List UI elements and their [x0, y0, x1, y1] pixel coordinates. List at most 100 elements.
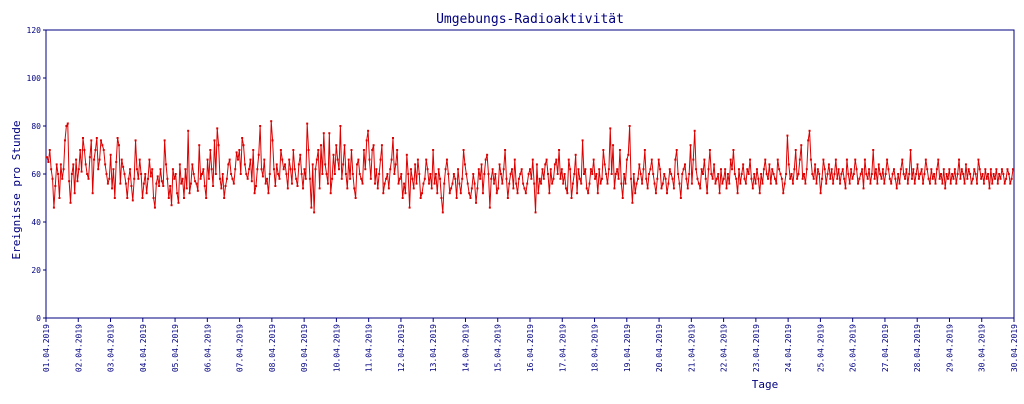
data-point	[97, 168, 100, 171]
data-point	[701, 173, 704, 175]
data-point	[988, 187, 991, 190]
data-point	[62, 168, 65, 171]
data-point	[322, 132, 325, 135]
data-point	[368, 158, 371, 161]
data-point	[425, 158, 428, 161]
data-point	[857, 182, 859, 185]
data-point	[216, 127, 219, 130]
data-point	[444, 168, 447, 171]
data-point	[429, 173, 432, 175]
data-point	[758, 192, 761, 195]
data-point	[991, 182, 994, 185]
data-point	[144, 173, 147, 175]
data-point	[928, 182, 931, 185]
data-point	[209, 149, 212, 151]
data-point	[995, 168, 998, 171]
data-point	[470, 187, 473, 190]
data-point	[749, 158, 752, 161]
data-point	[667, 182, 670, 185]
data-point	[542, 177, 545, 180]
data-point	[469, 197, 472, 199]
data-point	[158, 185, 161, 187]
data-point	[75, 158, 78, 161]
data-point	[376, 187, 379, 190]
y-axis-label: Ereignisse pro Stunde	[10, 120, 23, 259]
data-point	[130, 185, 133, 187]
data-point	[123, 173, 126, 175]
data-point	[829, 177, 832, 180]
data-point	[833, 173, 836, 175]
data-point	[938, 177, 941, 180]
data-point	[589, 168, 592, 171]
data-point	[264, 182, 267, 185]
data-point	[998, 173, 1001, 175]
data-point	[883, 182, 886, 185]
data-point	[671, 177, 674, 180]
data-point	[764, 158, 767, 161]
data-point	[606, 182, 609, 185]
data-point	[185, 187, 188, 190]
data-point	[808, 129, 811, 132]
data-point	[342, 163, 345, 166]
data-point	[657, 158, 660, 161]
data-point	[277, 173, 280, 175]
data-point	[978, 168, 981, 171]
data-point	[426, 168, 429, 171]
data-point	[328, 132, 331, 135]
data-point	[83, 149, 86, 151]
data-point	[628, 125, 631, 127]
data-point	[886, 158, 889, 161]
data-point	[94, 149, 97, 151]
data-point	[537, 192, 540, 195]
data-point	[141, 197, 144, 199]
data-point	[966, 177, 969, 180]
y-tick-label: 120	[27, 26, 42, 35]
data-point	[346, 187, 349, 190]
data-point	[268, 173, 271, 175]
data-point	[508, 182, 511, 185]
data-point	[310, 206, 313, 209]
data-point	[819, 192, 822, 195]
data-point	[176, 192, 179, 195]
data-point	[843, 177, 846, 180]
data-point	[660, 187, 663, 190]
data-point	[142, 182, 145, 185]
data-point	[394, 163, 397, 166]
data-point	[138, 158, 141, 161]
data-point	[832, 182, 835, 185]
data-point	[104, 163, 107, 166]
data-point	[725, 187, 728, 190]
data-point	[253, 192, 256, 195]
data-point	[552, 177, 555, 180]
data-point	[274, 185, 277, 187]
data-point	[689, 144, 692, 147]
data-point	[338, 168, 341, 171]
x-tick-label: 13.04.2019	[429, 324, 438, 372]
data-point	[556, 173, 559, 175]
data-point	[452, 173, 455, 175]
x-tick-label: 18.04.2019	[591, 324, 600, 372]
data-point	[630, 177, 633, 180]
data-point	[809, 158, 812, 161]
data-point	[872, 149, 875, 151]
x-tick-label: 26.04.2019	[849, 324, 858, 372]
data-point	[558, 149, 561, 151]
data-point	[598, 168, 601, 171]
data-point	[879, 173, 882, 175]
data-point	[955, 182, 958, 185]
data-point	[177, 201, 180, 204]
data-point	[69, 201, 72, 204]
data-point	[227, 163, 230, 166]
data-point	[207, 177, 210, 180]
data-point	[790, 173, 793, 175]
data-point	[767, 177, 770, 180]
data-point	[863, 158, 866, 161]
data-point	[383, 182, 386, 185]
data-point	[666, 192, 669, 195]
data-point	[700, 168, 703, 171]
data-point	[297, 163, 300, 166]
data-point	[183, 197, 186, 199]
data-point	[126, 197, 129, 199]
data-point	[72, 163, 75, 166]
data-point	[852, 173, 855, 175]
